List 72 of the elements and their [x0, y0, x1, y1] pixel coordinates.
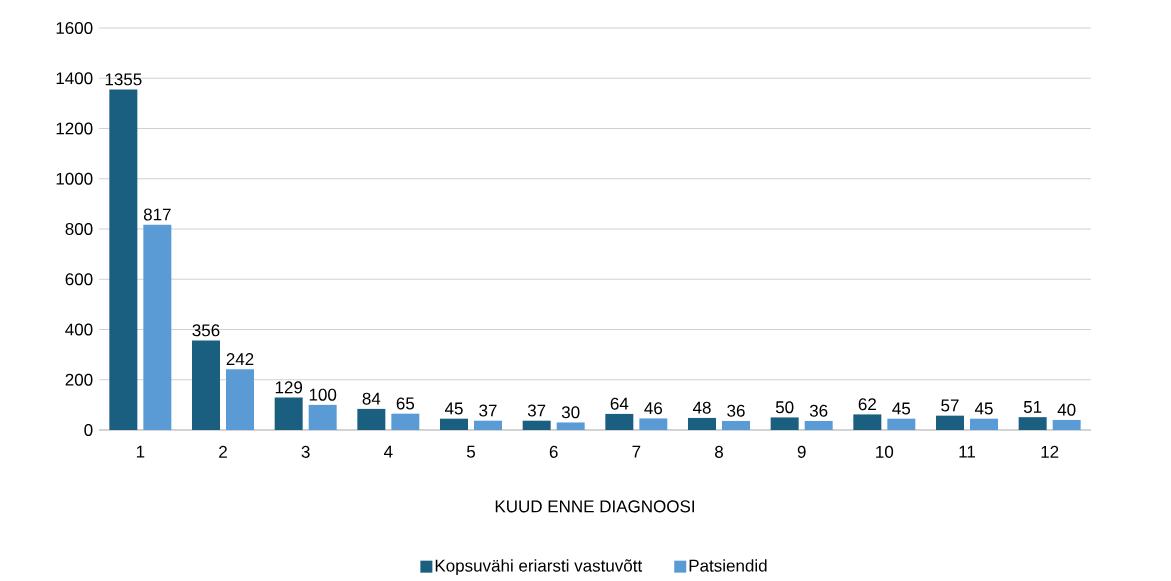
x-tick-label: 1 [136, 445, 145, 458]
x-tick-label: 9 [797, 445, 806, 458]
data-label: 57 [941, 399, 959, 412]
bar [688, 417, 716, 430]
data-label: 100 [309, 388, 337, 401]
bar [522, 420, 551, 430]
data-label: 817 [143, 208, 171, 221]
bar [853, 414, 882, 430]
data-label: 37 [527, 404, 546, 417]
y-tick-label: 400 [65, 323, 93, 336]
data-label: 40 [1057, 403, 1076, 416]
data-label: 36 [727, 404, 745, 417]
bar [308, 404, 337, 430]
data-label: 50 [775, 401, 794, 414]
x-tick-label: 6 [549, 445, 558, 458]
y-tick-label: 800 [65, 222, 93, 236]
data-label: 45 [892, 402, 911, 415]
bar [274, 397, 303, 430]
data-label: 356 [192, 324, 220, 337]
data-label: 30 [561, 406, 580, 419]
bar [770, 417, 799, 430]
data-label: 46 [644, 402, 663, 415]
legend-label: Patsiendid [689, 559, 767, 572]
data-label: 84 [362, 392, 381, 405]
data-label: 129 [275, 381, 303, 394]
y-tick-label: 600 [65, 273, 93, 286]
x-tick-label: 2 [219, 445, 227, 458]
bar [1052, 419, 1081, 430]
bar [357, 408, 386, 430]
data-label: 36 [809, 404, 828, 417]
bar [109, 89, 138, 430]
data-label: 242 [226, 353, 254, 365]
x-tick-label: 5 [466, 445, 476, 458]
x-tick-label: 8 [715, 445, 723, 458]
bar [936, 415, 964, 430]
y-tick-label: 1200 [56, 122, 93, 135]
y-tick-label: 1000 [56, 172, 93, 185]
x-axis-title: KUUD ENNE DIAGNOOSI [495, 500, 695, 513]
bar [887, 418, 916, 430]
bar [226, 369, 255, 430]
x-tick-label: 7 [632, 445, 641, 458]
data-label: 45 [974, 402, 993, 415]
bar [556, 422, 585, 430]
bar [804, 420, 833, 430]
bar [474, 420, 502, 430]
y-tick-label: 0 [84, 423, 93, 437]
y-tick-label: 1400 [56, 72, 93, 85]
bar [722, 420, 750, 430]
bar [970, 418, 998, 430]
bar [1018, 417, 1047, 430]
bar [639, 418, 668, 430]
bar [605, 413, 634, 430]
data-label: 62 [858, 398, 876, 411]
x-tick-label: 12 [1041, 445, 1059, 458]
x-tick-label: 11 [959, 445, 975, 458]
legend-label: Kopsuvähi eriarsti vastuvõtt [435, 559, 643, 576]
x-tick-label: 3 [301, 445, 310, 458]
data-label: 51 [1023, 401, 1042, 413]
data-label: 37 [479, 404, 497, 417]
bar [391, 413, 420, 430]
bar [192, 340, 221, 430]
data-label: 48 [692, 401, 711, 414]
data-label: 45 [444, 402, 463, 415]
y-tick-label: 200 [65, 373, 93, 386]
data-label: 1355 [105, 73, 142, 86]
data-label: 65 [396, 397, 415, 410]
y-tick-label: 1600 [56, 21, 93, 35]
data-label: 64 [610, 397, 629, 410]
x-tick-label: 10 [876, 445, 894, 458]
bar [143, 224, 172, 430]
bar [440, 418, 469, 430]
x-tick-label: 4 [384, 445, 393, 458]
